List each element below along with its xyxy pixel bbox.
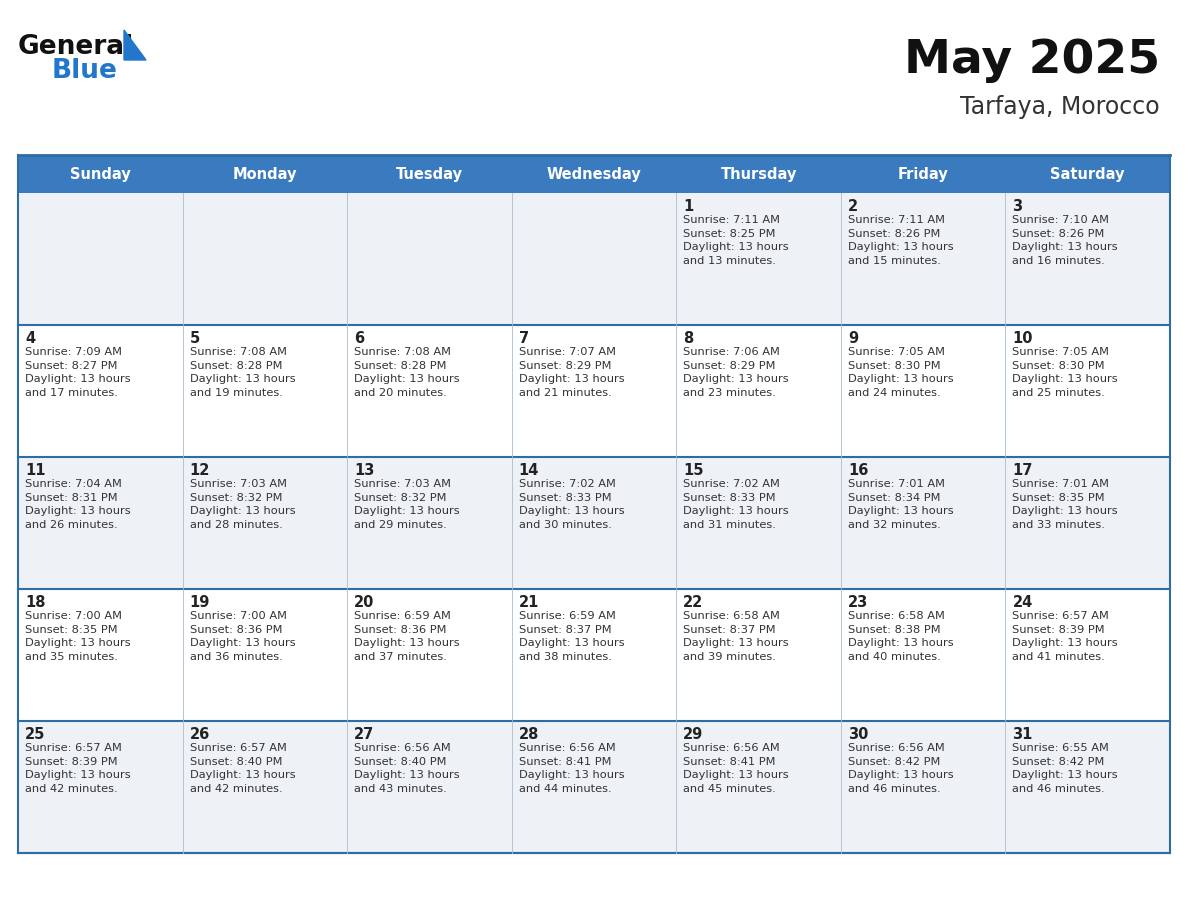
Text: Sunrise: 6:57 AM
Sunset: 8:39 PM
Daylight: 13 hours
and 42 minutes.: Sunrise: 6:57 AM Sunset: 8:39 PM Dayligh… [25,743,131,794]
Text: Sunrise: 6:56 AM
Sunset: 8:41 PM
Daylight: 13 hours
and 44 minutes.: Sunrise: 6:56 AM Sunset: 8:41 PM Dayligh… [519,743,625,794]
Text: 13: 13 [354,463,374,478]
Text: 15: 15 [683,463,703,478]
Text: Sunrise: 6:56 AM
Sunset: 8:40 PM
Daylight: 13 hours
and 43 minutes.: Sunrise: 6:56 AM Sunset: 8:40 PM Dayligh… [354,743,460,794]
Text: Tarfaya, Morocco: Tarfaya, Morocco [960,95,1159,119]
Text: 21: 21 [519,595,539,610]
Text: 23: 23 [848,595,868,610]
Text: 24: 24 [1012,595,1032,610]
Polygon shape [124,30,146,60]
Text: 30: 30 [848,727,868,742]
Text: Tuesday: Tuesday [396,166,463,182]
Text: May 2025: May 2025 [904,38,1159,83]
Text: 5: 5 [190,331,200,346]
Text: 28: 28 [519,727,539,742]
Text: Sunrise: 6:59 AM
Sunset: 8:36 PM
Daylight: 13 hours
and 37 minutes.: Sunrise: 6:59 AM Sunset: 8:36 PM Dayligh… [354,611,460,662]
Text: Sunrise: 7:01 AM
Sunset: 8:35 PM
Daylight: 13 hours
and 33 minutes.: Sunrise: 7:01 AM Sunset: 8:35 PM Dayligh… [1012,479,1118,530]
Text: 11: 11 [25,463,45,478]
Text: 19: 19 [190,595,210,610]
Text: Sunrise: 7:09 AM
Sunset: 8:27 PM
Daylight: 13 hours
and 17 minutes.: Sunrise: 7:09 AM Sunset: 8:27 PM Dayligh… [25,347,131,397]
Text: Sunrise: 7:11 AM
Sunset: 8:25 PM
Daylight: 13 hours
and 13 minutes.: Sunrise: 7:11 AM Sunset: 8:25 PM Dayligh… [683,215,789,266]
Text: 8: 8 [683,331,694,346]
Text: 1: 1 [683,199,694,214]
Text: 12: 12 [190,463,210,478]
Text: Monday: Monday [233,166,297,182]
Text: Sunrise: 7:11 AM
Sunset: 8:26 PM
Daylight: 13 hours
and 15 minutes.: Sunrise: 7:11 AM Sunset: 8:26 PM Dayligh… [848,215,954,266]
Text: Sunrise: 7:00 AM
Sunset: 8:36 PM
Daylight: 13 hours
and 36 minutes.: Sunrise: 7:00 AM Sunset: 8:36 PM Dayligh… [190,611,295,662]
Text: Sunrise: 7:03 AM
Sunset: 8:32 PM
Daylight: 13 hours
and 29 minutes.: Sunrise: 7:03 AM Sunset: 8:32 PM Dayligh… [354,479,460,530]
Text: General: General [18,34,134,60]
Text: Wednesday: Wednesday [546,166,642,182]
Text: Sunrise: 7:08 AM
Sunset: 8:28 PM
Daylight: 13 hours
and 19 minutes.: Sunrise: 7:08 AM Sunset: 8:28 PM Dayligh… [190,347,295,397]
Text: Sunrise: 7:04 AM
Sunset: 8:31 PM
Daylight: 13 hours
and 26 minutes.: Sunrise: 7:04 AM Sunset: 8:31 PM Dayligh… [25,479,131,530]
Text: Blue: Blue [52,58,118,84]
Text: Sunrise: 6:56 AM
Sunset: 8:42 PM
Daylight: 13 hours
and 46 minutes.: Sunrise: 6:56 AM Sunset: 8:42 PM Dayligh… [848,743,954,794]
Text: Saturday: Saturday [1050,166,1125,182]
Text: 29: 29 [683,727,703,742]
Text: 2: 2 [848,199,858,214]
Text: 6: 6 [354,331,365,346]
Text: Sunrise: 6:55 AM
Sunset: 8:42 PM
Daylight: 13 hours
and 46 minutes.: Sunrise: 6:55 AM Sunset: 8:42 PM Dayligh… [1012,743,1118,794]
Text: Sunrise: 7:08 AM
Sunset: 8:28 PM
Daylight: 13 hours
and 20 minutes.: Sunrise: 7:08 AM Sunset: 8:28 PM Dayligh… [354,347,460,397]
Text: 26: 26 [190,727,210,742]
Text: Sunrise: 7:05 AM
Sunset: 8:30 PM
Daylight: 13 hours
and 25 minutes.: Sunrise: 7:05 AM Sunset: 8:30 PM Dayligh… [1012,347,1118,397]
Text: Sunrise: 7:02 AM
Sunset: 8:33 PM
Daylight: 13 hours
and 31 minutes.: Sunrise: 7:02 AM Sunset: 8:33 PM Dayligh… [683,479,789,530]
Text: 27: 27 [354,727,374,742]
Text: Sunrise: 7:07 AM
Sunset: 8:29 PM
Daylight: 13 hours
and 21 minutes.: Sunrise: 7:07 AM Sunset: 8:29 PM Dayligh… [519,347,625,397]
Text: Sunrise: 6:58 AM
Sunset: 8:37 PM
Daylight: 13 hours
and 39 minutes.: Sunrise: 6:58 AM Sunset: 8:37 PM Dayligh… [683,611,789,662]
Text: Friday: Friday [898,166,948,182]
Text: Sunrise: 7:10 AM
Sunset: 8:26 PM
Daylight: 13 hours
and 16 minutes.: Sunrise: 7:10 AM Sunset: 8:26 PM Dayligh… [1012,215,1118,266]
Text: Sunrise: 7:02 AM
Sunset: 8:33 PM
Daylight: 13 hours
and 30 minutes.: Sunrise: 7:02 AM Sunset: 8:33 PM Dayligh… [519,479,625,530]
Text: Sunrise: 6:58 AM
Sunset: 8:38 PM
Daylight: 13 hours
and 40 minutes.: Sunrise: 6:58 AM Sunset: 8:38 PM Dayligh… [848,611,954,662]
Text: 3: 3 [1012,199,1023,214]
Text: 25: 25 [25,727,45,742]
Text: Sunrise: 7:00 AM
Sunset: 8:35 PM
Daylight: 13 hours
and 35 minutes.: Sunrise: 7:00 AM Sunset: 8:35 PM Dayligh… [25,611,131,662]
Text: Sunrise: 7:05 AM
Sunset: 8:30 PM
Daylight: 13 hours
and 24 minutes.: Sunrise: 7:05 AM Sunset: 8:30 PM Dayligh… [848,347,954,397]
Text: Sunrise: 6:59 AM
Sunset: 8:37 PM
Daylight: 13 hours
and 38 minutes.: Sunrise: 6:59 AM Sunset: 8:37 PM Dayligh… [519,611,625,662]
Text: Sunrise: 7:01 AM
Sunset: 8:34 PM
Daylight: 13 hours
and 32 minutes.: Sunrise: 7:01 AM Sunset: 8:34 PM Dayligh… [848,479,954,530]
Text: 20: 20 [354,595,374,610]
Text: 7: 7 [519,331,529,346]
Text: Sunday: Sunday [70,166,131,182]
Text: Sunrise: 6:57 AM
Sunset: 8:40 PM
Daylight: 13 hours
and 42 minutes.: Sunrise: 6:57 AM Sunset: 8:40 PM Dayligh… [190,743,295,794]
Text: 18: 18 [25,595,45,610]
Text: 4: 4 [25,331,36,346]
Text: 17: 17 [1012,463,1032,478]
Text: Sunrise: 7:06 AM
Sunset: 8:29 PM
Daylight: 13 hours
and 23 minutes.: Sunrise: 7:06 AM Sunset: 8:29 PM Dayligh… [683,347,789,397]
Text: 16: 16 [848,463,868,478]
Text: Sunrise: 6:57 AM
Sunset: 8:39 PM
Daylight: 13 hours
and 41 minutes.: Sunrise: 6:57 AM Sunset: 8:39 PM Dayligh… [1012,611,1118,662]
Text: 31: 31 [1012,727,1032,742]
Text: Thursday: Thursday [720,166,797,182]
Text: Sunrise: 7:03 AM
Sunset: 8:32 PM
Daylight: 13 hours
and 28 minutes.: Sunrise: 7:03 AM Sunset: 8:32 PM Dayligh… [190,479,295,530]
Text: 10: 10 [1012,331,1032,346]
Text: 9: 9 [848,331,858,346]
Text: 14: 14 [519,463,539,478]
Text: Sunrise: 6:56 AM
Sunset: 8:41 PM
Daylight: 13 hours
and 45 minutes.: Sunrise: 6:56 AM Sunset: 8:41 PM Dayligh… [683,743,789,794]
Text: 22: 22 [683,595,703,610]
